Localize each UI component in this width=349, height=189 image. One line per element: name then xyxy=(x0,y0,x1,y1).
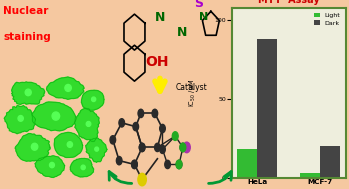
Circle shape xyxy=(18,115,23,121)
Circle shape xyxy=(91,97,96,101)
Circle shape xyxy=(176,160,182,169)
Circle shape xyxy=(132,160,137,169)
Text: N: N xyxy=(155,11,165,23)
Polygon shape xyxy=(12,82,45,104)
FancyArrowPatch shape xyxy=(109,172,132,183)
Title: MTT  Assay: MTT Assay xyxy=(258,0,320,5)
Circle shape xyxy=(180,143,186,152)
FancyArrowPatch shape xyxy=(209,172,231,183)
Circle shape xyxy=(138,109,144,118)
Polygon shape xyxy=(32,102,76,131)
Circle shape xyxy=(155,143,160,152)
Text: N: N xyxy=(176,26,187,39)
Text: N: N xyxy=(199,12,208,22)
Circle shape xyxy=(50,162,54,168)
Polygon shape xyxy=(81,90,104,110)
Circle shape xyxy=(139,143,145,152)
Circle shape xyxy=(152,109,158,118)
Circle shape xyxy=(138,173,146,186)
Circle shape xyxy=(86,122,91,126)
Polygon shape xyxy=(86,138,107,162)
Circle shape xyxy=(180,143,186,152)
Circle shape xyxy=(183,142,190,153)
Circle shape xyxy=(110,136,116,144)
Circle shape xyxy=(95,147,98,151)
Circle shape xyxy=(176,160,182,169)
Circle shape xyxy=(116,156,122,165)
Polygon shape xyxy=(70,158,94,177)
Bar xyxy=(320,146,340,178)
Circle shape xyxy=(67,142,73,147)
Circle shape xyxy=(52,112,60,120)
Circle shape xyxy=(172,132,178,140)
Circle shape xyxy=(25,89,31,96)
Text: Catalyst: Catalyst xyxy=(175,83,207,92)
Text: Nuclear: Nuclear xyxy=(3,6,49,16)
Circle shape xyxy=(119,119,125,127)
Circle shape xyxy=(132,160,137,169)
Circle shape xyxy=(160,145,165,153)
Text: staining: staining xyxy=(3,32,51,42)
Polygon shape xyxy=(15,134,50,161)
Y-axis label: IC$_{50}$ /μM: IC$_{50}$ /μM xyxy=(188,78,198,107)
Text: S: S xyxy=(194,0,203,10)
Polygon shape xyxy=(47,77,84,99)
Text: OH: OH xyxy=(146,55,169,69)
Circle shape xyxy=(139,143,145,152)
Legend: Light, Dark: Light, Dark xyxy=(312,11,342,27)
Circle shape xyxy=(65,84,71,91)
Circle shape xyxy=(165,160,170,169)
Polygon shape xyxy=(75,108,99,142)
Bar xyxy=(257,39,277,178)
Circle shape xyxy=(160,124,165,133)
Circle shape xyxy=(31,143,38,150)
Polygon shape xyxy=(35,156,65,177)
Circle shape xyxy=(81,165,85,170)
Polygon shape xyxy=(4,105,35,134)
Polygon shape xyxy=(54,132,83,157)
Bar xyxy=(237,149,257,178)
Circle shape xyxy=(133,122,139,131)
Bar xyxy=(300,173,320,178)
